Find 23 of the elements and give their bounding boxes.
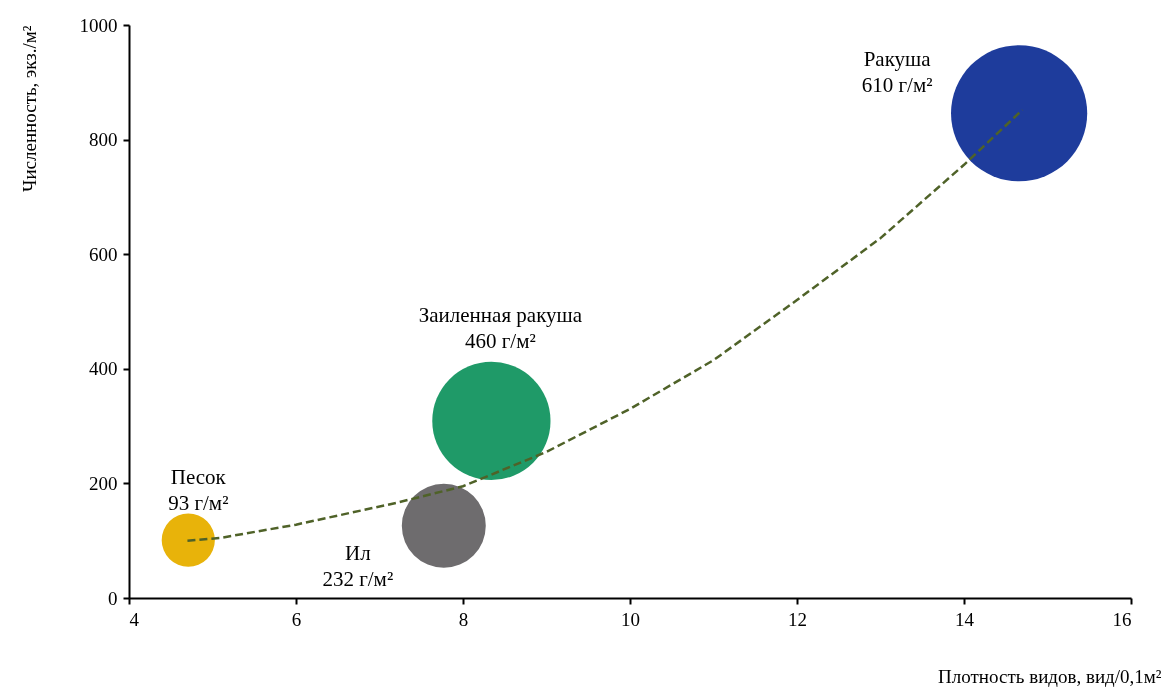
y-tick-label: 1000 (79, 14, 118, 36)
y-tick-label: 800 (89, 129, 118, 151)
y-tick-label: 200 (89, 472, 118, 494)
data-label: 610 г/м² (861, 73, 933, 98)
series-label: Ил (344, 540, 371, 565)
x-tick-label: 6 (291, 608, 302, 630)
series-label: Ракуша (863, 47, 932, 72)
data-label: 232 г/м² (322, 566, 394, 591)
y-axis-title: Численность, экз./м² (18, 25, 40, 192)
x-tick-label: 4 (129, 608, 140, 630)
x-tick-label: 10 (621, 608, 640, 630)
data-label: 460 г/м² (464, 328, 536, 353)
data-label: 93 г/м² (168, 491, 229, 516)
x-tick-label: 16 (1112, 608, 1132, 630)
x-tick-label: 14 (955, 608, 975, 630)
series-label: Песок (170, 465, 227, 490)
x-tick-label: 12 (788, 608, 807, 630)
y-tick-label: 600 (89, 243, 118, 265)
x-axis-title: Плотность видов, вид/0,1м² (938, 665, 1162, 687)
y-tick-label: 0 (108, 587, 118, 609)
x-tick-label: 8 (458, 608, 469, 630)
text: Заиленная ракуша (418, 302, 583, 327)
y-tick-label: 400 (89, 358, 118, 380)
